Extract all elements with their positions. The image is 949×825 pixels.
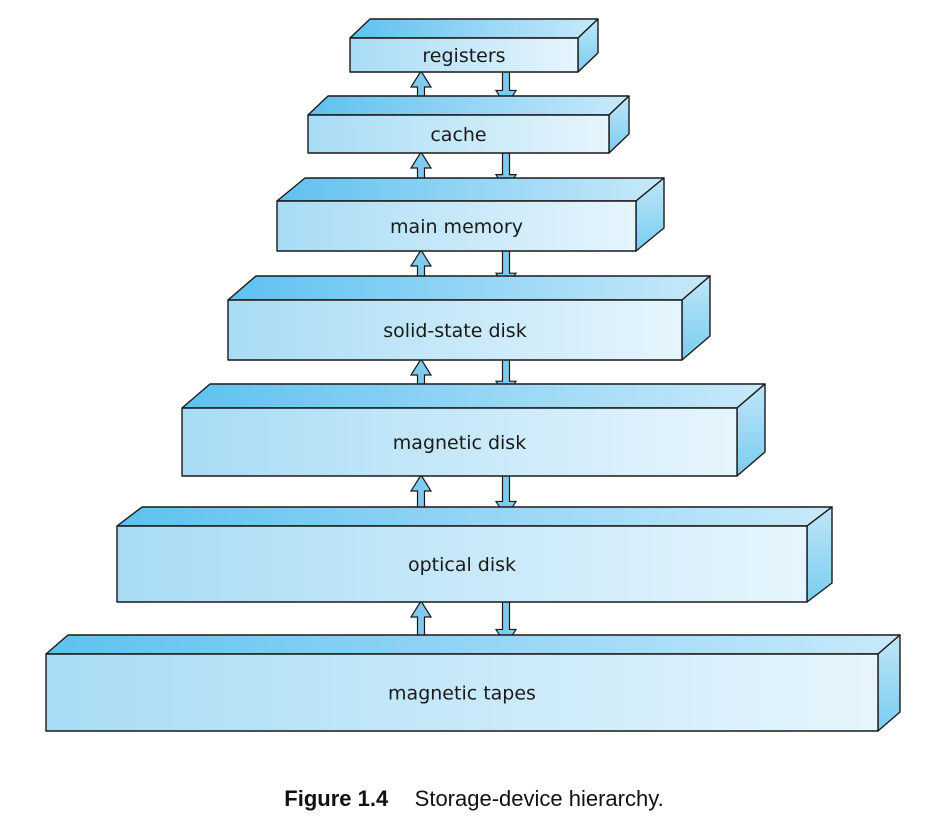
level-label-registers: registers xyxy=(422,45,505,67)
figure-number: Figure 1.4 xyxy=(284,786,389,811)
level-box-cache: cache xyxy=(307,95,630,154)
level-box-top-face xyxy=(227,275,711,301)
level-box-front-face xyxy=(307,114,610,154)
level-box-solid-state-disk: solid-state disk xyxy=(227,275,711,361)
level-box-registers: registers xyxy=(349,18,599,73)
level-box-top-face xyxy=(181,383,766,409)
level-box-front-face xyxy=(276,200,637,252)
level-box-front-face xyxy=(45,653,879,732)
level-box-top-face xyxy=(116,506,833,527)
level-box-front-face xyxy=(227,299,683,361)
level-label-cache: cache xyxy=(430,124,486,146)
figure-title: Storage-device hierarchy. xyxy=(415,786,664,811)
level-label-main-memory: main memory xyxy=(390,216,523,238)
level-box-main-memory: main memory xyxy=(276,177,665,252)
level-box-top-face xyxy=(276,177,665,202)
level-box-optical-disk: optical disk xyxy=(116,506,833,603)
level-box-magnetic-disk: magnetic disk xyxy=(181,383,766,477)
figure-caption: Figure 1.4 Storage-device hierarchy. xyxy=(284,786,663,811)
level-box-front-face xyxy=(181,407,738,477)
level-box-top-face xyxy=(45,634,901,655)
level-label-magnetic-tapes: magnetic tapes xyxy=(388,683,536,705)
level-label-optical-disk: optical disk xyxy=(408,554,516,576)
level-box-top-face xyxy=(349,18,599,39)
level-label-magnetic-disk: magnetic disk xyxy=(393,432,526,454)
level-box-front-face xyxy=(349,37,579,73)
level-box-front-face xyxy=(116,525,808,603)
level-box-magnetic-tapes: magnetic tapes xyxy=(45,634,901,732)
level-label-solid-state-disk: solid-state disk xyxy=(383,320,526,342)
level-box-top-face xyxy=(307,95,630,116)
